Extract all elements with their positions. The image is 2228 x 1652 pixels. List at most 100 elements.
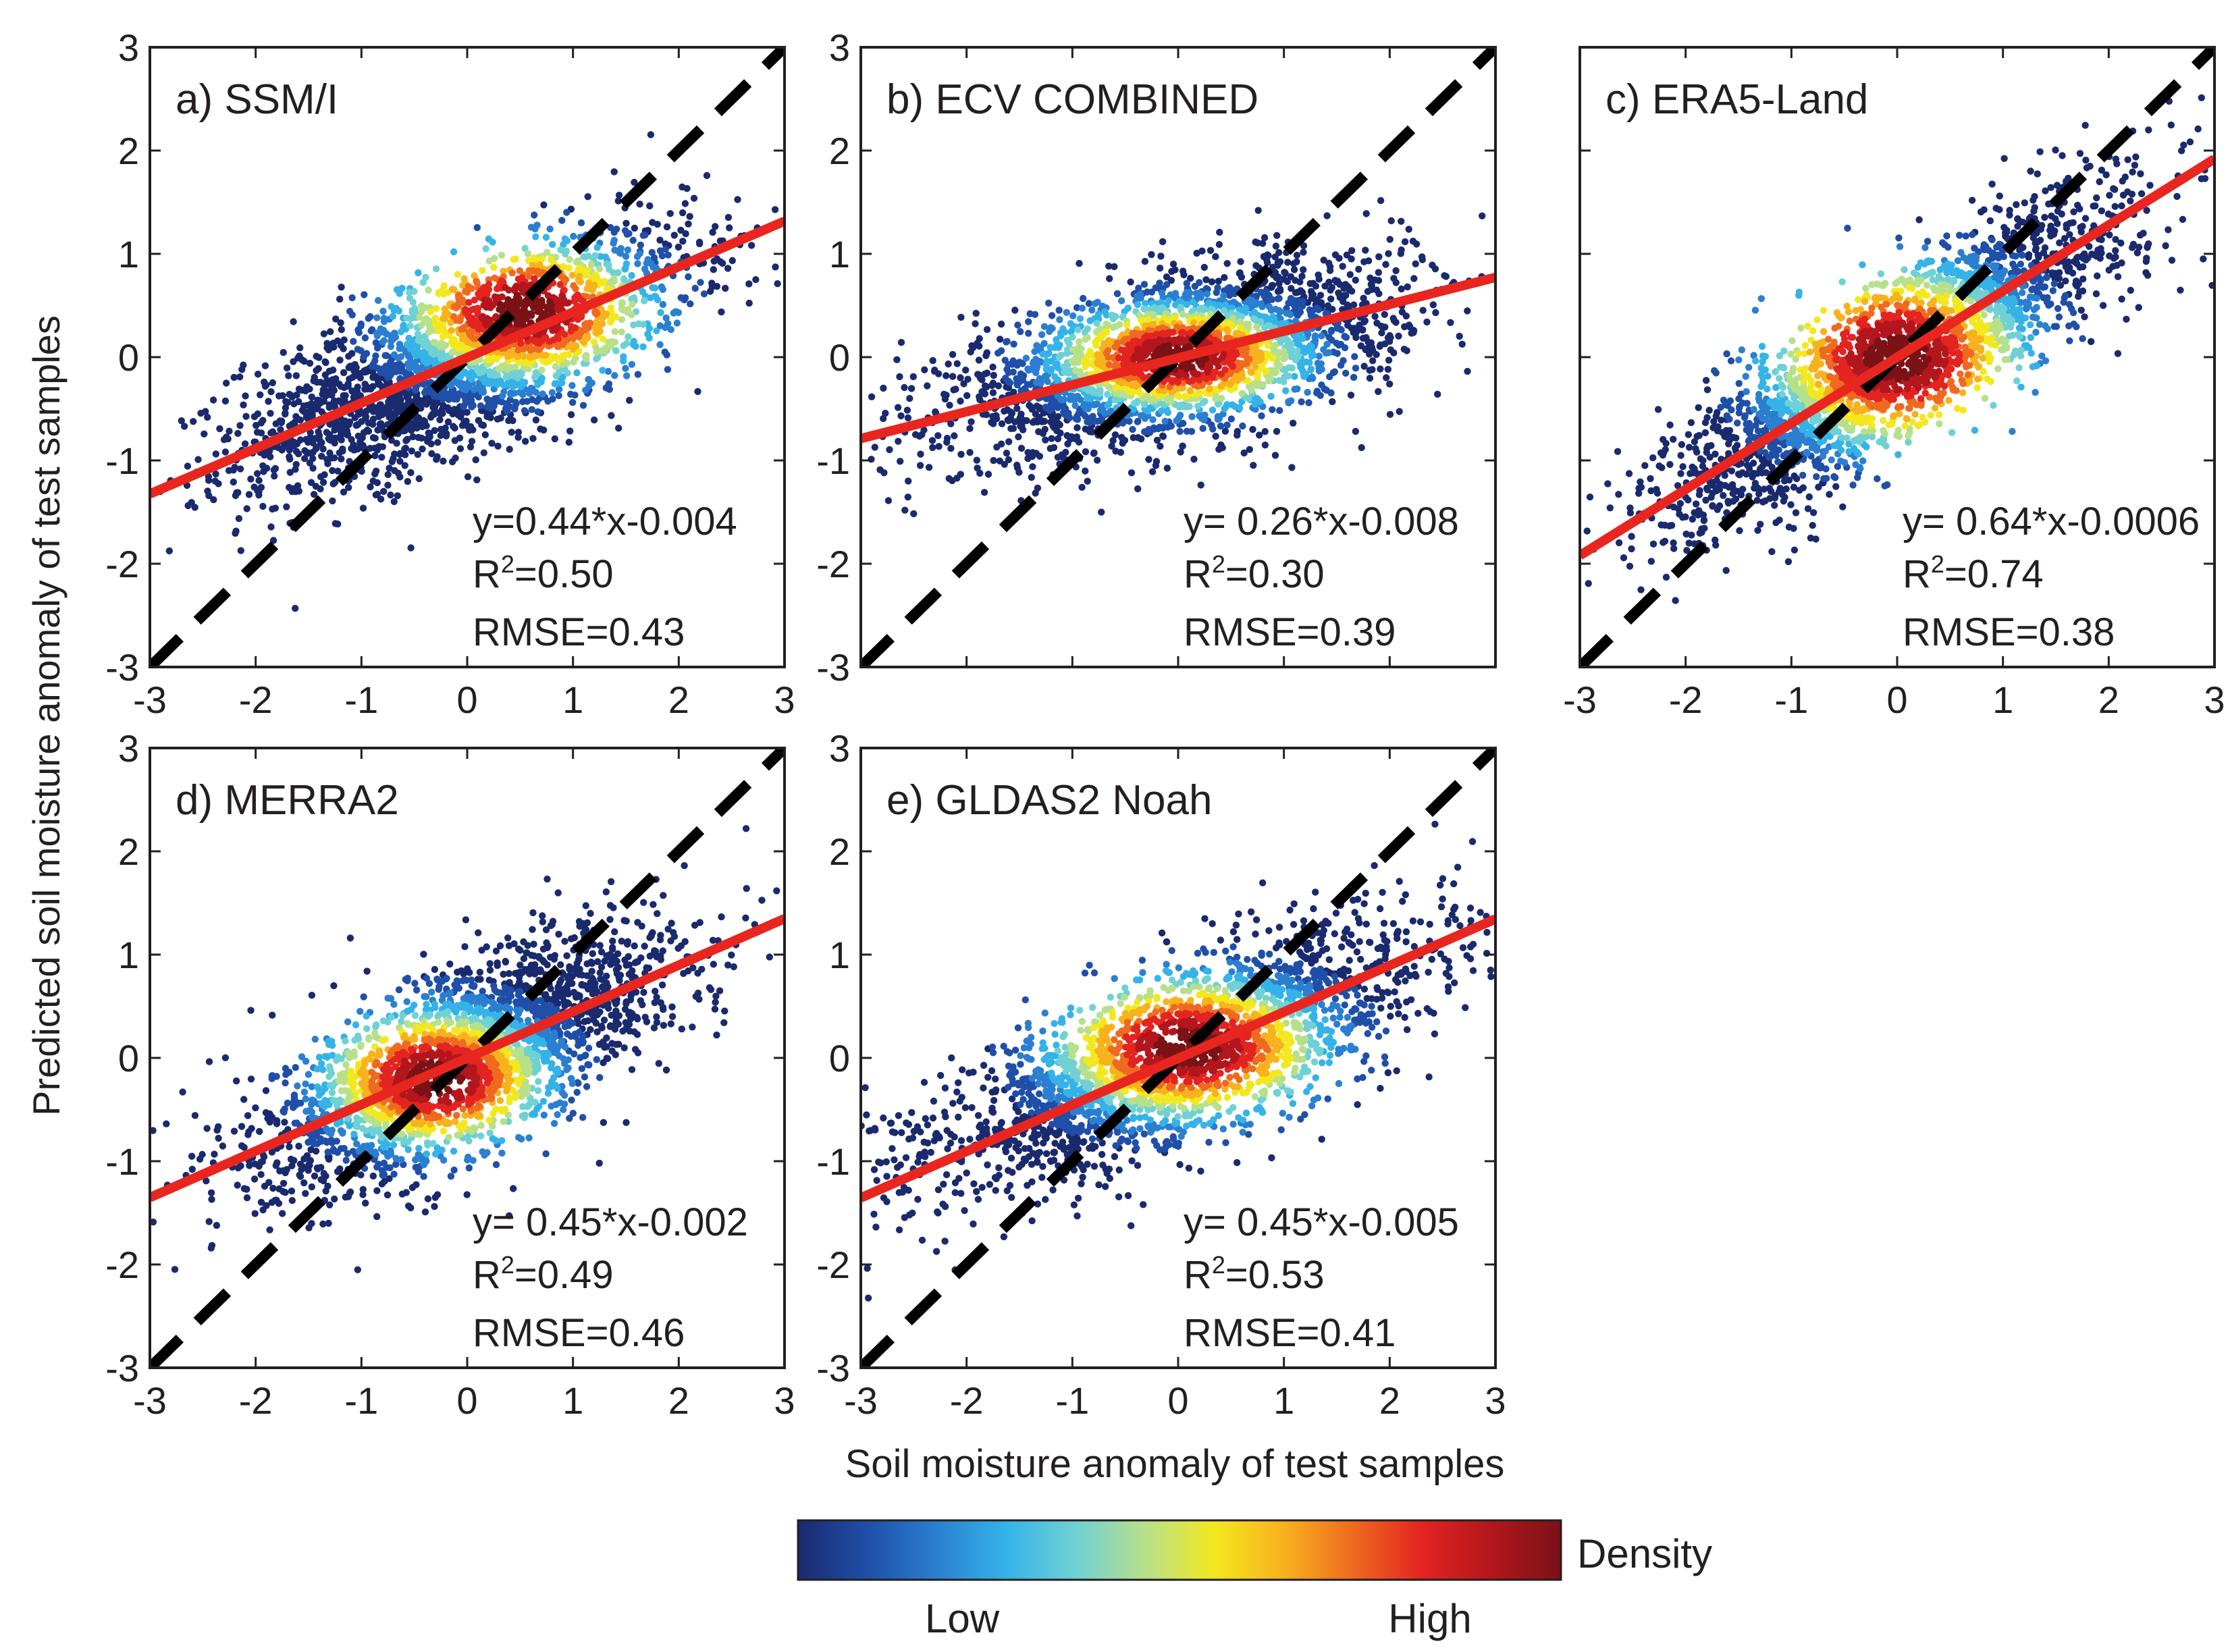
- scatter-point: [1337, 361, 1345, 369]
- scatter-point: [269, 537, 277, 544]
- scatter-point: [974, 464, 981, 472]
- scatter-point: [620, 342, 627, 350]
- scatter-point: [510, 256, 517, 263]
- scatter-point: [1238, 273, 1246, 281]
- scatter-point: [631, 178, 638, 186]
- scatter-point: [308, 393, 315, 401]
- scatter-point: [443, 430, 450, 437]
- scatter-point: [433, 304, 440, 313]
- scatter-point: [1186, 387, 1194, 394]
- scatter-point: [390, 498, 398, 506]
- scatter-point: [516, 389, 523, 396]
- scatter-point: [629, 236, 637, 244]
- scatter-point: [690, 194, 698, 202]
- scatter-point: [1375, 388, 1382, 396]
- scatter-point: [667, 326, 674, 334]
- scatter-point: [1074, 326, 1082, 334]
- scatter-point: [1342, 369, 1350, 377]
- scatter-point: [201, 430, 208, 437]
- scatter-point: [1063, 431, 1071, 439]
- scatter-point: [1149, 416, 1157, 423]
- scatter-point: [367, 483, 374, 491]
- scatter-point: [306, 385, 313, 393]
- scatter-point: [1134, 397, 1142, 405]
- scatter-point: [521, 244, 529, 252]
- scatter-point: [292, 448, 300, 455]
- scatter-point: [425, 429, 432, 437]
- scatter-point: [943, 372, 950, 379]
- scatter-point: [614, 197, 622, 205]
- scatter-point: [521, 307, 529, 315]
- scatter-point: [253, 470, 261, 477]
- scatter-point: [269, 428, 277, 435]
- scatter-point: [539, 390, 546, 398]
- scatter-point: [1014, 321, 1022, 329]
- scatter-point: [483, 395, 491, 403]
- scatter-point: [1410, 275, 1418, 282]
- scatter-point: [1387, 346, 1394, 354]
- scatter-point: [1418, 256, 1426, 263]
- scatter-point: [363, 426, 371, 434]
- scatter-point: [1261, 442, 1269, 449]
- scatter-point: [384, 481, 392, 489]
- scatter-point: [202, 408, 209, 415]
- scatter-point: [236, 422, 244, 429]
- scatter-point: [1291, 385, 1298, 393]
- scatter-point: [230, 478, 237, 486]
- scatter-point: [1082, 467, 1089, 475]
- scatter-point: [301, 455, 309, 462]
- scatter-point: [1073, 424, 1081, 431]
- scatter-point: [293, 391, 300, 399]
- scatter-point: [1028, 473, 1036, 481]
- scatter-point: [1194, 402, 1202, 410]
- scatter-point: [505, 286, 512, 294]
- scatter-point: [500, 267, 507, 275]
- scatter-point: [348, 311, 356, 319]
- scatter-point: [301, 447, 309, 454]
- scatter-point: [935, 443, 943, 450]
- scatter-point: [1003, 450, 1011, 457]
- scatter-point: [1033, 402, 1041, 410]
- scatter-point: [1156, 265, 1164, 272]
- scatter-point: [685, 273, 692, 281]
- scatter-point: [521, 407, 529, 415]
- scatter-point: [1283, 277, 1292, 286]
- scatter-point: [514, 433, 522, 441]
- scatter-point: [904, 494, 912, 501]
- scatter-point: [330, 454, 338, 462]
- scatter-point: [396, 340, 404, 348]
- scatter-point: [1412, 240, 1421, 248]
- scatter-point: [1163, 464, 1171, 472]
- scatter-point: [990, 371, 998, 379]
- scatter-point: [481, 431, 489, 439]
- scatter-point: [884, 497, 893, 504]
- scatter-point: [674, 243, 683, 251]
- x-tick-label: -2: [239, 678, 273, 721]
- scatter-point: [1294, 347, 1301, 355]
- scatter-point: [558, 379, 566, 387]
- scatter-point: [600, 336, 607, 343]
- scatter-point: [377, 401, 384, 408]
- scatter-point: [1400, 346, 1408, 353]
- scatter-point: [321, 358, 329, 365]
- scatter-point: [294, 482, 302, 489]
- scatter-point: [292, 604, 299, 612]
- scatter-point: [315, 428, 322, 435]
- scatter-point: [537, 425, 544, 433]
- scatter-point: [257, 391, 264, 398]
- y-tick-label: 1: [118, 233, 139, 275]
- scatter-point: [1040, 340, 1048, 347]
- scatter-point: [1159, 432, 1167, 439]
- scatter-point: [951, 432, 958, 439]
- scatter-point: [677, 226, 685, 234]
- scatter-point: [261, 378, 268, 386]
- scatter-point: [315, 354, 323, 361]
- scatter-point: [745, 280, 753, 288]
- scatter-point: [998, 347, 1005, 354]
- scatter-point: [1188, 412, 1196, 421]
- scatter-point: [1148, 250, 1155, 259]
- scatter-point: [1429, 301, 1437, 309]
- scatter-point: [947, 420, 955, 427]
- scatter-point: [1250, 462, 1257, 469]
- scatter-point: [1013, 461, 1021, 469]
